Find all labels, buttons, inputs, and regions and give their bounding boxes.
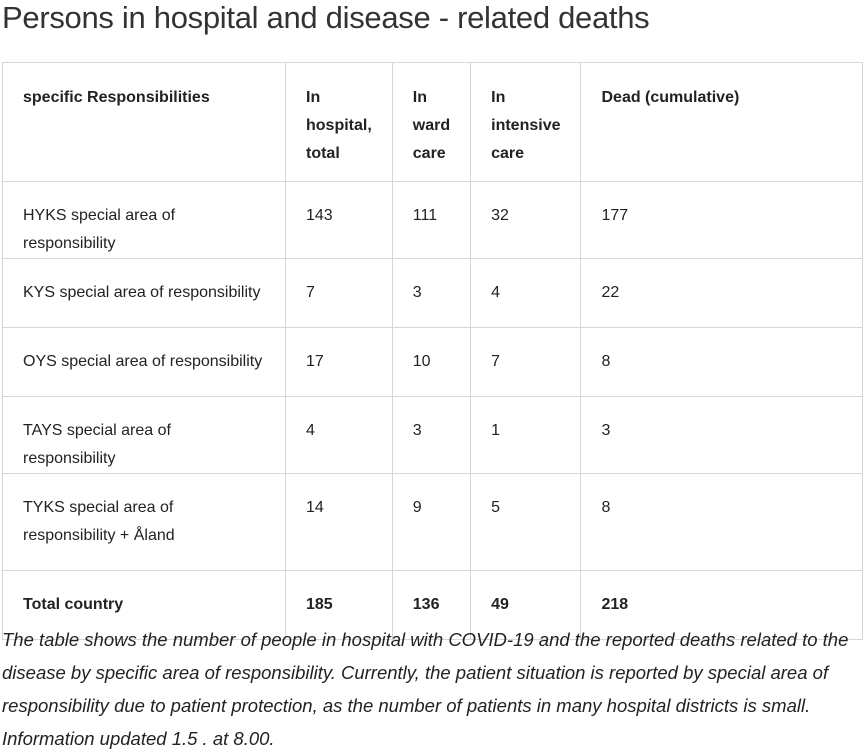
cell-intensive-care: 1 <box>470 396 582 474</box>
header-in-hospital: In hospital, total <box>285 62 393 182</box>
cell-area: HYKS special area of responsibility <box>2 181 286 259</box>
table-row: KYS special area of responsibility 7 3 4 22 <box>2 258 863 328</box>
cell-intensive-care: 4 <box>470 258 582 328</box>
table-row: OYS special area of responsibility 17 10 7 8 <box>2 327 863 397</box>
header-area: specific Responsibilities <box>2 62 286 182</box>
cell-ward-care: 111 <box>391 181 472 259</box>
cell-ward-care: 3 <box>391 258 472 328</box>
cell-in-hospital: 17 <box>285 327 393 397</box>
total-area: Total country <box>2 570 286 640</box>
header-ward-care: In ward care <box>391 62 472 182</box>
total-dead: 218 <box>580 570 863 640</box>
cell-in-hospital: 143 <box>285 181 393 259</box>
cell-area: TYKS special area of responsibility + Ål… <box>2 473 286 571</box>
total-intensive-care: 49 <box>470 570 582 640</box>
total-row: Total country 185 136 49 218 <box>2 570 863 640</box>
cell-in-hospital: 4 <box>285 396 393 474</box>
cell-in-hospital: 7 <box>285 258 393 328</box>
table-row: TAYS special area of responsibility 4 3 1 3 <box>2 396 863 474</box>
header-row: specific Responsibilities In hospital, t… <box>2 62 863 182</box>
cell-ward-care: 9 <box>391 473 472 571</box>
cell-dead: 8 <box>580 473 863 571</box>
total-ward-care: 136 <box>391 570 472 640</box>
cell-intensive-care: 32 <box>470 181 582 259</box>
cell-dead: 8 <box>580 327 863 397</box>
cell-intensive-care: 7 <box>470 327 582 397</box>
cell-area: KYS special area of responsibility <box>2 258 286 328</box>
hospital-table: specific Responsibilities In hospital, t… <box>2 62 863 640</box>
header-intensive-care: In intensive care <box>470 62 582 182</box>
cell-area: OYS special area of responsibility <box>2 327 286 397</box>
cell-in-hospital: 14 <box>285 473 393 571</box>
table-row: TYKS special area of responsibility + Ål… <box>2 473 863 571</box>
cell-dead: 177 <box>580 181 863 259</box>
total-in-hospital: 185 <box>285 570 393 640</box>
cell-ward-care: 3 <box>391 396 472 474</box>
cell-dead: 3 <box>580 396 863 474</box>
cell-ward-care: 10 <box>391 327 472 397</box>
table-caption: The table shows the number of people in … <box>2 629 849 749</box>
cell-dead: 22 <box>580 258 863 328</box>
cell-area: TAYS special area of responsibility <box>2 396 286 474</box>
page-title: Persons in hospital and disease - relate… <box>2 0 650 35</box>
header-dead: Dead (cumulative) <box>580 62 863 182</box>
table-row: HYKS special area of responsibility 143 11… <box>2 181 863 259</box>
cell-intensive-care: 5 <box>470 473 582 571</box>
